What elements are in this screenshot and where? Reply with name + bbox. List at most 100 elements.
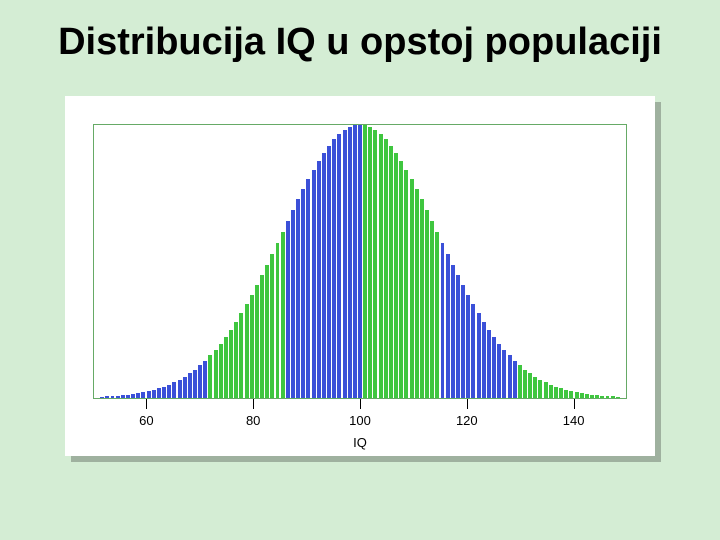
chart-bar xyxy=(492,337,496,398)
x-tick xyxy=(146,399,147,409)
chart-bar xyxy=(337,134,341,397)
chart-bar xyxy=(296,199,300,397)
x-tick-label: 100 xyxy=(349,413,371,428)
chart-bar xyxy=(286,221,290,398)
x-tick-label: 120 xyxy=(456,413,478,428)
chart-bar xyxy=(270,254,274,398)
slide: Distribucija IQ u opstoj populaciji 60 80… xyxy=(0,0,720,540)
chart-bar xyxy=(394,153,398,398)
chart-wrapper: 60 80 100 120 140 IQ xyxy=(65,96,655,456)
chart-bar xyxy=(208,355,212,397)
chart-bar xyxy=(466,295,470,397)
chart-bar xyxy=(482,322,486,398)
chart-bar xyxy=(477,313,481,397)
chart-bar xyxy=(379,134,383,397)
chart-bar xyxy=(389,146,393,398)
slide-title: Distribucija IQ u opstoj populaciji xyxy=(40,20,680,66)
x-tick-label: 80 xyxy=(246,413,260,428)
chart-bar xyxy=(446,254,450,398)
chart-bar xyxy=(611,396,615,397)
chart-bar xyxy=(559,388,563,397)
chart-bar xyxy=(456,275,460,397)
chart-bar xyxy=(188,373,192,397)
chart-bar xyxy=(461,285,465,397)
chart-bar xyxy=(373,130,377,398)
x-tick xyxy=(467,399,468,409)
chart-bar xyxy=(533,377,537,398)
x-tick xyxy=(360,399,361,409)
chart-bar xyxy=(549,385,553,398)
chart-bar xyxy=(358,125,362,398)
chart-bar xyxy=(580,393,584,397)
chart-bar xyxy=(399,161,403,398)
chart-bar xyxy=(276,243,280,398)
chart-bar xyxy=(348,127,352,398)
chart-bar xyxy=(100,397,104,398)
chart-bar xyxy=(317,161,321,398)
chart-bar xyxy=(513,361,517,398)
chart-bar xyxy=(141,392,145,397)
chart-bar xyxy=(322,153,326,398)
x-tick-label: 140 xyxy=(563,413,585,428)
chart-bar xyxy=(126,395,130,398)
chart-bar xyxy=(255,285,259,397)
chart-bar xyxy=(595,395,599,397)
chart-bar xyxy=(585,394,589,398)
x-tick-label: 60 xyxy=(139,413,153,428)
chart-bar xyxy=(183,377,187,398)
chart-bar xyxy=(564,390,568,398)
chart-bar xyxy=(441,243,445,398)
chart-bar xyxy=(471,304,475,397)
chart-bar xyxy=(363,125,367,397)
chart-bar xyxy=(332,139,336,397)
chart-bar xyxy=(105,396,109,397)
chart-bar xyxy=(111,396,115,398)
chart-bar xyxy=(343,130,347,398)
x-axis-label: IQ xyxy=(93,435,627,450)
chart-bar xyxy=(245,304,249,397)
chart-bar xyxy=(554,387,558,398)
chart-bar xyxy=(430,221,434,398)
chart-bar xyxy=(523,370,527,398)
chart-bar xyxy=(136,393,140,397)
chart-container: 60 80 100 120 140 IQ xyxy=(65,96,655,456)
chart-bar xyxy=(306,179,310,398)
plot-area xyxy=(93,124,627,399)
chart-bar xyxy=(497,344,501,398)
chart-bar xyxy=(590,395,594,398)
chart-bar xyxy=(147,391,151,398)
chart-bar xyxy=(508,355,512,397)
chart-bar xyxy=(353,125,357,397)
chart-bar xyxy=(451,265,455,398)
chart-bar xyxy=(224,337,228,398)
x-axis-tick-labels: 60 80 100 120 140 xyxy=(93,413,627,431)
chart-bar xyxy=(487,330,491,398)
chart-bar xyxy=(172,382,176,397)
chart-bar xyxy=(435,232,439,398)
chart-bar xyxy=(178,380,182,398)
chart-bar xyxy=(121,395,125,397)
chart-bar xyxy=(420,199,424,397)
chart-bar xyxy=(116,396,120,398)
chart-bar xyxy=(312,170,316,398)
x-axis-ticks xyxy=(93,399,627,413)
chart-bar xyxy=(167,385,171,398)
chart-bars xyxy=(94,125,626,398)
chart-bar xyxy=(415,189,419,398)
chart-bar xyxy=(198,365,202,397)
chart-bar xyxy=(606,396,610,398)
chart-bar xyxy=(404,170,408,398)
chart-bar xyxy=(203,361,207,398)
chart-bar xyxy=(538,380,542,398)
chart-bar xyxy=(265,265,269,398)
chart-bar xyxy=(152,390,156,398)
chart-bar xyxy=(327,146,331,398)
chart-bar xyxy=(157,388,161,397)
x-tick xyxy=(253,399,254,409)
chart-bar xyxy=(502,350,506,398)
chart-bar xyxy=(214,350,218,398)
chart-bar xyxy=(281,232,285,398)
chart-bar xyxy=(239,313,243,397)
chart-bar xyxy=(528,373,532,397)
chart-bar xyxy=(301,189,305,398)
